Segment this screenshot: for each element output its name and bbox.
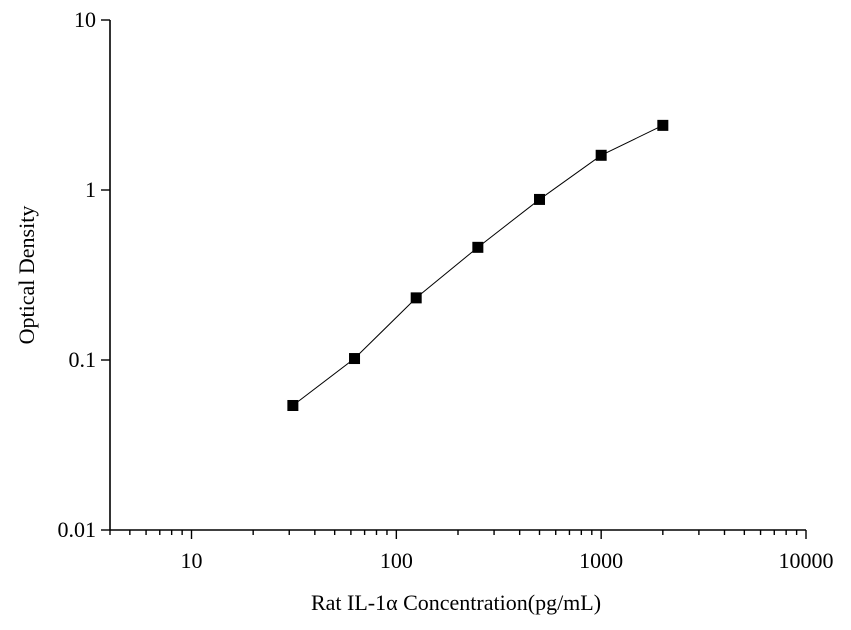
x-tick-label: 10 [181, 548, 203, 573]
axes [109, 20, 806, 531]
x-axis-title: Rat IL-1α Concentration(pg/mL) [311, 590, 601, 615]
data-point [287, 399, 299, 411]
x-ticks: 10 100 1000 10000 [109, 530, 834, 573]
y-tick-label: 0.1 [69, 347, 97, 372]
x-tick-label: 100 [380, 548, 413, 573]
x-tick-label: 10000 [779, 548, 834, 573]
series-line [292, 124, 664, 406]
data-point [410, 292, 422, 304]
data-point [534, 193, 546, 205]
y-tick-label: 10 [74, 7, 96, 32]
x-tick-label: 1000 [579, 548, 623, 573]
y-tick-label: 1 [85, 177, 96, 202]
y-ticks: 0.01 0.1 1 10 [58, 7, 110, 542]
y-tick-label: 0.01 [58, 517, 97, 542]
data-point [595, 149, 607, 161]
plot-area [287, 119, 669, 411]
y-axis-title: Optical Density [14, 206, 39, 345]
data-point [472, 241, 484, 253]
data-point [657, 119, 669, 131]
data-point [349, 353, 361, 365]
